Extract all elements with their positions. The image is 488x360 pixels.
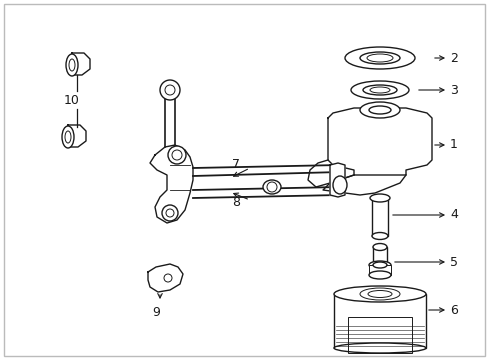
Circle shape [168,146,185,164]
Text: 2: 2 [449,51,457,64]
Ellipse shape [66,54,78,76]
Ellipse shape [368,106,390,114]
Polygon shape [307,160,353,187]
Ellipse shape [371,233,387,239]
Ellipse shape [359,52,399,64]
Ellipse shape [333,343,425,353]
Polygon shape [329,163,345,197]
Bar [371,198,387,236]
Text: 6: 6 [449,303,457,316]
Text: 4: 4 [449,208,457,221]
Polygon shape [148,264,183,292]
Polygon shape [327,108,431,175]
Ellipse shape [333,286,425,302]
Bar [372,247,386,265]
Ellipse shape [345,47,414,69]
Text: 3: 3 [449,84,457,96]
Bar [368,265,390,275]
Ellipse shape [62,126,74,148]
Text: 7: 7 [231,158,240,171]
Ellipse shape [263,180,281,194]
Ellipse shape [368,261,390,269]
Polygon shape [68,125,86,147]
Text: 8: 8 [231,197,240,210]
Ellipse shape [362,85,396,95]
Text: 10: 10 [64,94,80,107]
Ellipse shape [359,288,399,300]
Text: 1: 1 [449,139,457,152]
Text: 5: 5 [449,256,457,269]
Ellipse shape [332,176,346,194]
Bar [347,317,411,353]
Text: 9: 9 [152,306,160,319]
Ellipse shape [372,262,386,268]
Ellipse shape [372,243,386,251]
Bar [333,294,425,348]
Ellipse shape [369,194,389,202]
Polygon shape [150,145,193,223]
Ellipse shape [368,271,390,279]
Ellipse shape [359,102,399,118]
Polygon shape [72,53,90,75]
Ellipse shape [350,81,408,99]
Polygon shape [323,175,405,195]
Circle shape [162,205,178,221]
Circle shape [160,80,180,100]
